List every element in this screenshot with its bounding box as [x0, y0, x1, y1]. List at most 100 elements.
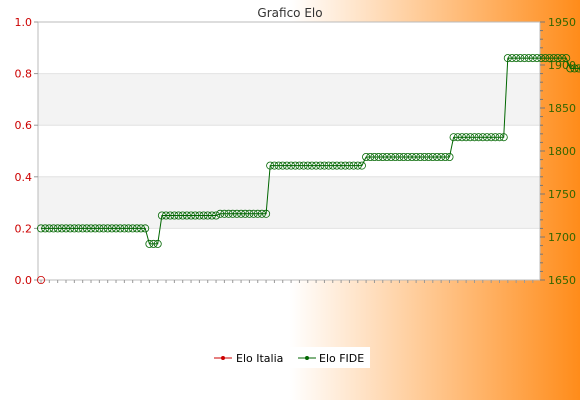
elo-fide-point	[249, 209, 258, 218]
elo-fide-point	[328, 161, 337, 170]
elo-fide-point	[216, 209, 225, 218]
elo-fide-point	[416, 152, 425, 161]
elo-fide-point	[161, 211, 170, 220]
left-axis-tick-label: 1.0	[15, 16, 33, 29]
legend-fide-marker	[305, 356, 309, 360]
elo-fide-point	[82, 224, 91, 233]
elo-fide-point	[420, 152, 429, 161]
elo-fide-point	[87, 224, 96, 233]
elo-fide-point	[45, 224, 54, 233]
elo-fide-point	[212, 211, 221, 220]
elo-fide-point	[187, 211, 196, 220]
elo-fide-point	[174, 211, 183, 220]
elo-fide-point	[203, 211, 212, 220]
elo-fide-point	[553, 54, 562, 63]
left-axis-tick-label: 0.0	[15, 274, 33, 287]
elo-fide-point	[507, 54, 516, 63]
plot-area	[38, 22, 540, 280]
elo-fide-point	[149, 239, 158, 248]
elo-fide-point	[499, 133, 508, 142]
elo-fide-point	[70, 224, 79, 233]
elo-fide-point	[53, 224, 62, 233]
elo-fide-point	[370, 152, 379, 161]
elo-fide-point	[578, 65, 580, 72]
elo-fide-point	[220, 209, 229, 218]
legend-italia-marker	[221, 356, 225, 360]
left-axis-tick-label: 0.6	[15, 119, 33, 132]
right-axis-tick-label: 1750	[548, 188, 576, 201]
elo-fide-point	[312, 161, 321, 170]
elo-fide-point	[533, 54, 542, 63]
elo-italia-point	[37, 275, 46, 284]
elo-fide-point	[378, 152, 387, 161]
elo-fide-point	[537, 54, 546, 63]
elo-fide-point	[424, 152, 433, 161]
elo-fide-point	[170, 211, 179, 220]
elo-fide-point	[241, 209, 250, 218]
elo-fide-point	[495, 133, 504, 142]
elo-fide-point	[224, 209, 233, 218]
elo-fide-point	[570, 64, 579, 73]
elo-fide-point	[391, 152, 400, 161]
elo-fide-point	[482, 133, 491, 142]
elo-fide-point	[128, 224, 137, 233]
elo-fide-point	[178, 211, 187, 220]
elo-fide-point	[62, 224, 71, 233]
elo-fide-point	[37, 224, 46, 233]
elo-fide-point	[145, 239, 154, 248]
elo-fide-point	[320, 161, 329, 170]
elo-fide-point	[357, 161, 366, 170]
elo-fide-point	[528, 54, 537, 63]
elo-fide-point	[303, 161, 312, 170]
elo-fide-point	[132, 224, 141, 233]
elo-fide-point	[120, 224, 129, 233]
right-axis-tick-label: 1650	[548, 274, 576, 287]
elo-fide-point	[395, 152, 404, 161]
elo-fide-point	[541, 54, 550, 63]
elo-fide-point	[512, 54, 521, 63]
elo-fide-point	[470, 133, 479, 142]
elo-fide-point	[478, 133, 487, 142]
elo-fide-point	[116, 224, 125, 233]
elo-fide-point	[449, 133, 458, 142]
elo-fide-point	[332, 161, 341, 170]
elo-fide-point	[287, 161, 296, 170]
left-axis-tick-label: 0.4	[15, 171, 33, 184]
elo-fide-point	[291, 161, 300, 170]
elo-fide-point	[437, 152, 446, 161]
right-axis-tick-label: 1950	[548, 16, 576, 29]
elo-fide-point	[99, 224, 108, 233]
elo-fide-point	[474, 133, 483, 142]
elo-fide-point	[566, 64, 575, 73]
elo-fide-point	[574, 64, 580, 73]
elo-fide-point	[387, 152, 396, 161]
right-axis-tick-label: 1800	[548, 145, 576, 158]
elo-fide-point	[182, 211, 191, 220]
elo-fide-point	[428, 152, 437, 161]
elo-fide-point	[95, 224, 104, 233]
elo-fide-point	[466, 133, 475, 142]
elo-fide-point	[199, 211, 208, 220]
left-axis-tick-label: 0.2	[15, 222, 33, 235]
elo-fide-point	[228, 209, 237, 218]
elo-fide-point	[66, 224, 75, 233]
elo-fide-point	[166, 211, 175, 220]
elo-fide-point	[432, 152, 441, 161]
elo-fide-point	[549, 54, 558, 63]
elo-fide-point	[399, 152, 408, 161]
legend-italia-label: Elo Italia	[236, 352, 283, 365]
elo-fide-point	[503, 54, 512, 63]
elo-fide-point	[191, 211, 200, 220]
elo-fide-point	[295, 161, 304, 170]
elo-fide-point	[136, 224, 145, 233]
legend-box	[210, 347, 370, 368]
elo-fide-point	[374, 152, 383, 161]
elo-fide-point	[266, 161, 275, 170]
elo-fide-point	[245, 209, 254, 218]
elo-fide-point	[366, 152, 375, 161]
elo-fide-point	[78, 224, 87, 233]
elo-fide-point	[74, 224, 83, 233]
right-axis-tick-label: 1850	[548, 102, 576, 115]
elo-fide-point	[207, 211, 216, 220]
right-axis-tick-label: 1700	[548, 231, 576, 244]
